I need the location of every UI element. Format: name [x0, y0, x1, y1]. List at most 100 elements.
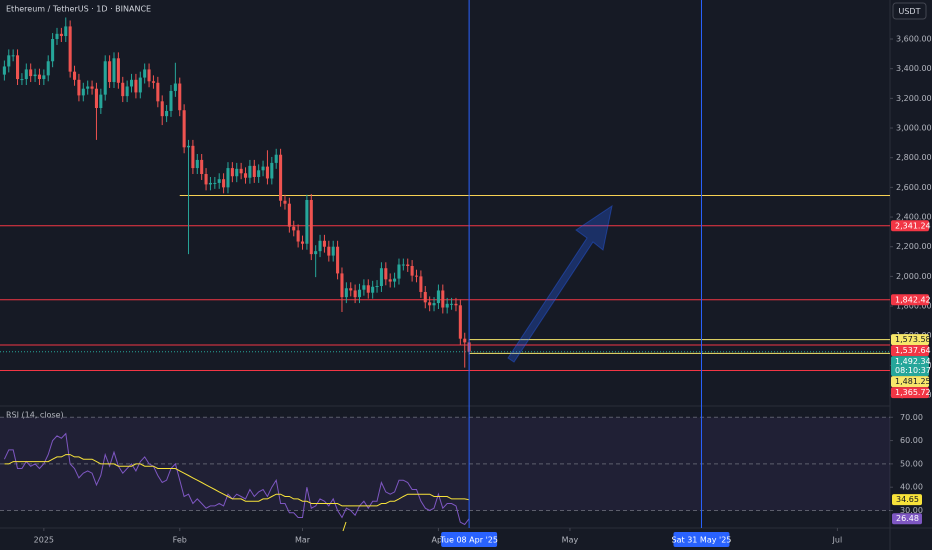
countdown-label: 08:10:37	[895, 366, 931, 375]
candle-body	[186, 145, 191, 148]
candle-body	[191, 145, 195, 169]
candle-body	[226, 168, 230, 188]
candle-body	[344, 288, 348, 298]
candle-body	[94, 88, 98, 108]
candle-body	[441, 290, 445, 308]
rsi-value-label: 26.48	[896, 514, 919, 523]
candle-body	[125, 86, 129, 97]
x-tick-label: Apr	[432, 536, 447, 545]
candle-body	[7, 55, 11, 67]
y-tick-label: 3,000.00	[896, 124, 932, 133]
candle-body	[2, 66, 6, 75]
candle-body	[112, 58, 116, 83]
candle-body	[349, 288, 353, 291]
candle-body	[29, 69, 33, 77]
candle-body	[230, 168, 234, 177]
candle-body	[134, 79, 138, 93]
candle-body	[248, 165, 252, 178]
candle-body	[147, 69, 151, 82]
candle-body	[81, 88, 85, 96]
rsi-value-label: 34.65	[896, 495, 919, 504]
x-tick-label: May	[562, 536, 579, 545]
vertical-line-label: Tue 08 Apr '25	[439, 536, 498, 545]
candle-body	[366, 285, 370, 293]
candle-body	[204, 174, 208, 185]
candle-body	[108, 61, 112, 83]
currency-button[interactable]	[892, 2, 927, 20]
candle-body	[103, 61, 107, 95]
x-tick-label: Feb	[173, 536, 187, 545]
candle-body	[300, 241, 305, 244]
rsi-tick-label: 50.00	[900, 459, 923, 468]
price-label-box	[891, 334, 929, 346]
candle-body	[173, 83, 177, 91]
candle-body	[436, 290, 440, 304]
candle-body	[331, 246, 335, 256]
candle-body	[296, 230, 300, 242]
candle-body	[169, 90, 173, 111]
candle-body	[213, 182, 217, 184]
rsi-tick-label: 60.00	[900, 436, 923, 445]
x-tick-label: Mar	[295, 536, 311, 545]
candle-body	[239, 168, 243, 174]
price-label: 1,481.25	[895, 377, 931, 386]
candle-body	[68, 26, 72, 72]
price-label: 1,842.42	[895, 295, 931, 304]
candle-body	[362, 285, 366, 290]
candle-body	[261, 166, 265, 171]
y-tick-label: 3,200.00	[896, 94, 932, 103]
candle-body	[156, 82, 160, 102]
candle-body	[305, 199, 309, 244]
candle-body	[42, 75, 46, 80]
candle-body	[450, 303, 454, 305]
candle-body	[129, 79, 134, 87]
chart-title: Ethereum / TetherUS · 1D · BINANCE	[6, 5, 151, 14]
candle-body	[138, 77, 142, 93]
price-label: 1,537.64	[895, 346, 931, 355]
candle-body	[265, 166, 269, 179]
rsi-value-box	[892, 513, 922, 525]
rsi-tick-label: 70.00	[900, 413, 923, 422]
y-tick-label: 2,400.00	[896, 213, 932, 222]
y-tick-label: 2,600.00	[896, 183, 932, 192]
candle-body	[357, 289, 362, 298]
candle-body	[37, 74, 41, 80]
candle-body	[274, 154, 278, 163]
candle-body	[20, 79, 24, 81]
candle-body	[401, 264, 405, 266]
price-label: 1,365.72	[895, 388, 931, 397]
candle-body	[410, 265, 414, 276]
candle-body	[222, 179, 226, 188]
x-tick-label: 2025	[34, 536, 54, 545]
candle-body	[90, 86, 94, 89]
vertical-line-label-box	[441, 532, 498, 547]
vertical-line-label-box	[673, 532, 730, 547]
candle-body	[287, 203, 291, 227]
candle-body	[24, 69, 28, 80]
candle-body	[160, 101, 164, 117]
candle-body	[51, 39, 55, 62]
currency-label[interactable]: USDT	[899, 7, 921, 16]
candle-body	[445, 303, 449, 308]
rsi-tick-label: 40.00	[900, 483, 923, 492]
candle-body	[270, 162, 274, 179]
candle-body	[33, 74, 37, 77]
candle-body	[46, 61, 50, 76]
x-tick-label: Jul	[832, 536, 843, 545]
candle-body	[371, 286, 375, 293]
candle-body	[292, 226, 296, 231]
candle-body	[200, 159, 204, 175]
candle-body	[243, 173, 248, 178]
candle-body	[314, 251, 318, 255]
drawing-mark	[342, 521, 347, 532]
candle-body	[195, 159, 199, 169]
candle-body	[340, 273, 344, 298]
candle-body	[11, 55, 15, 57]
candle-body	[64, 26, 68, 37]
candle-body	[121, 82, 125, 97]
price-label-box	[891, 387, 929, 399]
candle-body	[388, 279, 392, 282]
rsi-line	[3, 432, 470, 526]
candle-body	[379, 268, 383, 287]
